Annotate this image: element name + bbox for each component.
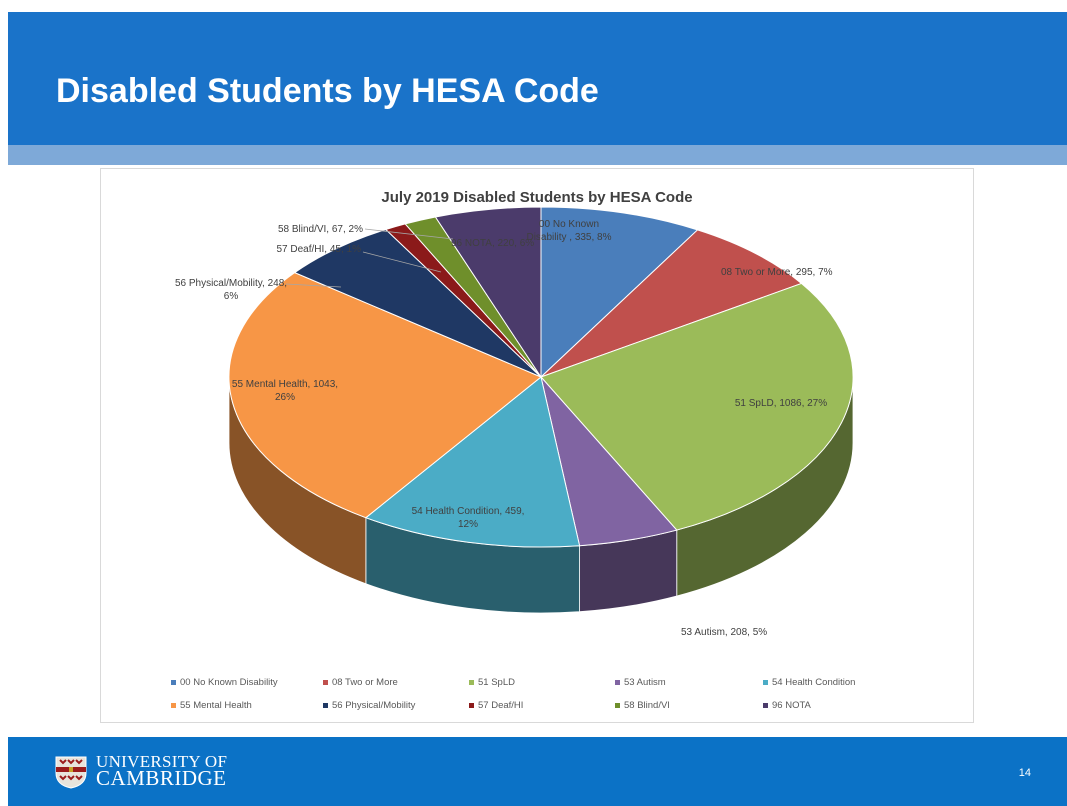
legend-swatch: [763, 680, 768, 685]
pie-chart: July 2019 Disabled Students by HESA Code…: [171, 189, 855, 711]
legend-label: 54 Health Condition: [772, 677, 855, 688]
header-strip: [8, 145, 1067, 165]
chart-legend: 00 No Known Disability 08 Two or More 51 S…: [171, 677, 855, 711]
leader-57-deaf: [362, 251, 442, 273]
legend-swatch: [469, 703, 474, 708]
legend-swatch: [323, 703, 328, 708]
legend-item-51-spld: 51 SpLD: [469, 677, 515, 688]
data-label-00-no-known-disability: 00 No Known Disability , 335, 8%: [526, 219, 611, 243]
university-name: UNIVERSITY OF CAMBRIDGE: [96, 752, 228, 790]
pie-slice-00-no-known-disability: [540, 206, 699, 379]
university-name-line1: UNIVERSITY OF: [96, 752, 228, 771]
slide-header: Disabled Students by HESA Code: [8, 12, 1067, 145]
legend-swatch: [615, 680, 620, 685]
legend-swatch: [615, 703, 620, 708]
data-label-58-blind-vi: 58 Blind/VI, 67, 2%: [278, 224, 363, 235]
legend-label: 51 SpLD: [478, 677, 515, 688]
data-label-55-mental-health: 55 Mental Health, 1043, 26%: [232, 379, 338, 403]
leader-56-physical: [285, 283, 342, 288]
data-label-96-nota: 96 NOTA, 220, 6%: [451, 238, 534, 249]
chart-container: July 2019 Disabled Students by HESA Code…: [100, 168, 974, 723]
legend-label: 58 Blind/VI: [624, 700, 670, 711]
legend-item-08-two-or-more: 08 Two or More: [323, 677, 398, 688]
legend-swatch: [763, 703, 768, 708]
legend-label: 53 Autism: [624, 677, 666, 688]
data-label-56-physical-mobility: 56 Physical/Mobility, 248, 6%: [175, 278, 287, 302]
pie-side-walls: [228, 376, 854, 614]
legend-item-58-blind-vi: 58 Blind/VI: [615, 700, 670, 711]
pie-slice-56-physical-mobility: [293, 228, 542, 378]
pie-slice-08-two-or-more: [540, 229, 803, 378]
data-label-08-two-or-more: 08 Two or More, 295, 7%: [721, 267, 833, 278]
data-label-51-spld: 51 SpLD, 1086, 27%: [735, 398, 827, 409]
university-name-line2: CAMBRIDGE: [96, 766, 227, 790]
pie-slice-54-health-condition: [364, 376, 581, 548]
legend-label: 96 NOTA: [772, 700, 812, 711]
data-label-54-health-condition: 54 Health Condition, 459, 12%: [412, 506, 525, 530]
pie-slices: [228, 206, 854, 548]
legend-item-53-autism: 53 Autism: [615, 677, 666, 688]
pie-data-labels: 00 No Known Disability , 335, 8% 08 Two or…: [175, 219, 833, 638]
legend-label: 08 Two or More: [332, 677, 398, 688]
legend-item-57-deaf-hi: 57 Deaf/HI: [469, 700, 523, 711]
page-number: 14: [1018, 767, 1031, 779]
legend-swatch: [171, 680, 176, 685]
slide-footer: UNIVERSITY OF CAMBRIDGE 14: [8, 737, 1067, 806]
legend-label: 00 No Known Disability: [180, 677, 278, 688]
legend-swatch: [323, 680, 328, 685]
legend-item-00-no-known-disability: 00 No Known Disability: [171, 677, 278, 688]
chart-title: July 2019 Disabled Students by HESA Code: [381, 189, 692, 206]
legend-item-56-physical-mobility: 56 Physical/Mobility: [323, 700, 416, 711]
pie-slice-96-nota: [434, 206, 542, 379]
pie-slice-55-mental-health: [228, 272, 542, 519]
pie-slice-51-spld: [540, 282, 854, 531]
legend-item-55-mental-health: 55 Mental Health: [171, 700, 252, 711]
legend-item-96-nota: 96 NOTA: [763, 700, 812, 711]
data-label-53-autism: 53 Autism, 208, 5%: [681, 627, 767, 638]
legend-label: 57 Deaf/HI: [478, 700, 523, 711]
legend-swatch: [469, 680, 474, 685]
legend-label: 56 Physical/Mobility: [332, 700, 416, 711]
leader-58-blind: [364, 228, 454, 240]
slide-title: Disabled Students by HESA Code: [56, 72, 599, 110]
data-label-57-deaf-hi: 57 Deaf/HI, 45, 1%: [277, 244, 362, 255]
legend-swatch: [171, 703, 176, 708]
legend-item-54-health-condition: 54 Health Condition: [763, 677, 855, 688]
legend-label: 55 Mental Health: [180, 700, 252, 711]
cambridge-crest-icon: [55, 756, 87, 789]
